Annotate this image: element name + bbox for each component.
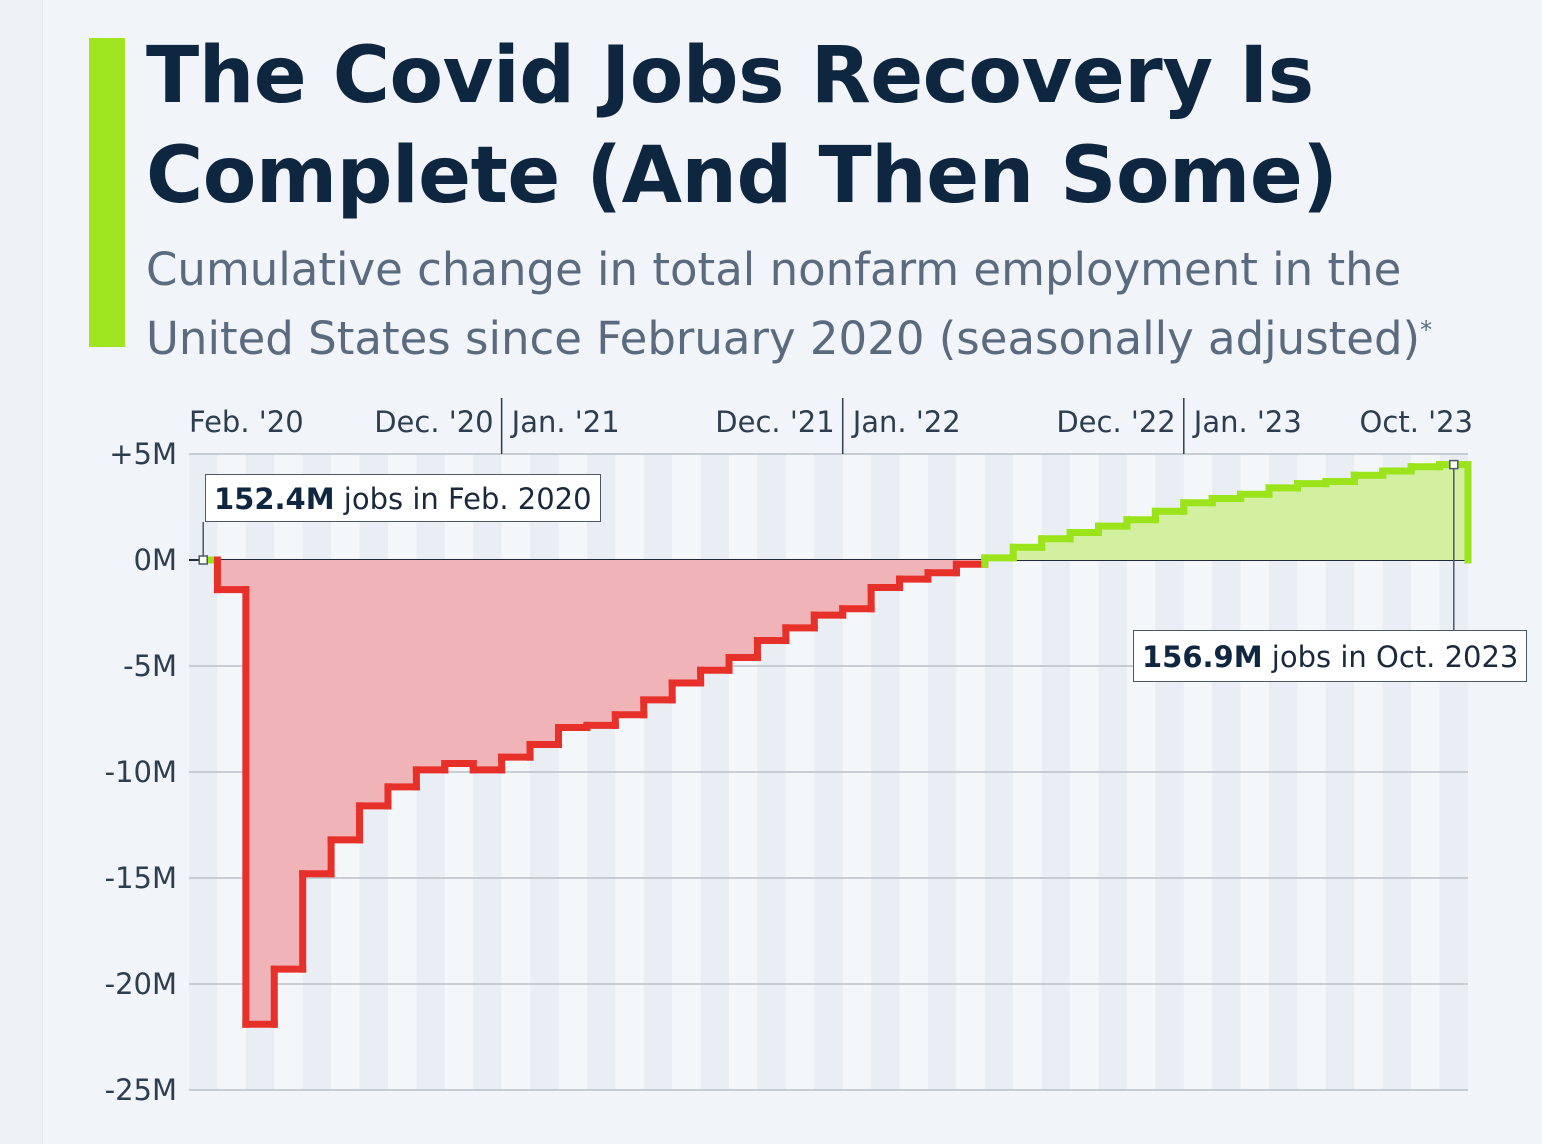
area-segment <box>757 560 787 641</box>
x-tick-label: Jan. '21 <box>510 405 620 439</box>
area-segment <box>416 560 446 770</box>
end-point-marker <box>1449 459 1459 470</box>
area-segment <box>1155 511 1185 560</box>
area-segment <box>1240 494 1270 560</box>
area-segment <box>359 560 389 806</box>
chart-title: The Covid Jobs Recovery Is Complete (And… <box>146 31 1338 221</box>
area-segment <box>586 560 616 726</box>
area-segment <box>274 560 304 970</box>
area-segment <box>1382 470 1412 560</box>
subtitle-text: Cumulative change in total nonfarm emplo… <box>146 243 1421 365</box>
annotation-end-text: jobs in Oct. 2023 <box>1262 640 1519 674</box>
chart-subtitle: Cumulative change in total nonfarm emplo… <box>146 240 1526 369</box>
area-fill <box>217 464 1469 1025</box>
y-tick-label: -15M <box>105 861 177 895</box>
area-segment <box>1183 502 1213 560</box>
area-segment <box>871 560 901 588</box>
y-tick-label: 0M <box>134 543 177 577</box>
y-tick-label: +5M <box>109 437 177 471</box>
area-segment <box>842 560 872 609</box>
x-tick-label: Feb. '20 <box>189 405 304 439</box>
area-segment <box>473 560 503 770</box>
y-tick-label: -10M <box>105 755 177 789</box>
area-segment <box>729 560 758 658</box>
x-tick-label: Oct. '23 <box>1360 405 1473 439</box>
area-segment <box>217 560 247 590</box>
start-point-marker <box>198 555 208 565</box>
area-segment <box>643 560 673 700</box>
area-segment <box>672 560 702 683</box>
area-segment <box>1070 532 1100 560</box>
area-segment <box>1354 475 1384 560</box>
left-margin-strip <box>0 0 43 1144</box>
area-segment <box>615 560 645 715</box>
x-tick-label: Dec. '21 <box>715 405 834 439</box>
area-segment <box>785 560 815 628</box>
area-segment <box>1212 498 1242 560</box>
step-line <box>199 461 1472 1028</box>
area-segment <box>245 560 275 1025</box>
area-segment <box>1325 481 1355 560</box>
area-segment <box>444 560 474 764</box>
area-segment <box>387 560 417 787</box>
annotation-start-value: 152.4M <box>214 482 335 516</box>
area-segment <box>501 560 531 758</box>
title-accent-bar <box>89 38 125 347</box>
y-tick-label: -20M <box>105 967 177 1001</box>
annotation-end: 156.9M jobs in Oct. 2023 <box>1133 630 1528 682</box>
area-segment <box>302 560 332 874</box>
area-segment <box>814 560 844 616</box>
area-segment <box>530 560 559 745</box>
area-segment <box>1411 466 1441 560</box>
area-segment <box>331 560 361 840</box>
x-tick-label: Jan. '22 <box>851 405 961 439</box>
x-tick-label: Dec. '22 <box>1056 405 1175 439</box>
annotation-end-value: 156.9M <box>1142 640 1263 674</box>
area-segment <box>899 560 929 580</box>
annotation-start: 152.4M jobs in Feb. 2020 <box>205 474 601 522</box>
y-tick-label: -25M <box>105 1073 177 1107</box>
area-segment <box>1297 483 1327 560</box>
area-segment <box>1269 487 1298 560</box>
footnote-mark: * <box>1420 316 1433 344</box>
area-segment <box>558 560 588 728</box>
x-tick-label: Dec. '20 <box>374 405 493 439</box>
area-segment <box>1126 519 1156 560</box>
annotation-start-text: jobs in Feb. 2020 <box>334 482 592 516</box>
y-tick-label: -5M <box>123 649 177 683</box>
area-segment <box>700 560 730 671</box>
area-segment <box>1098 526 1128 560</box>
x-tick-label: Jan. '23 <box>1192 405 1302 439</box>
area-segment <box>1041 538 1071 560</box>
